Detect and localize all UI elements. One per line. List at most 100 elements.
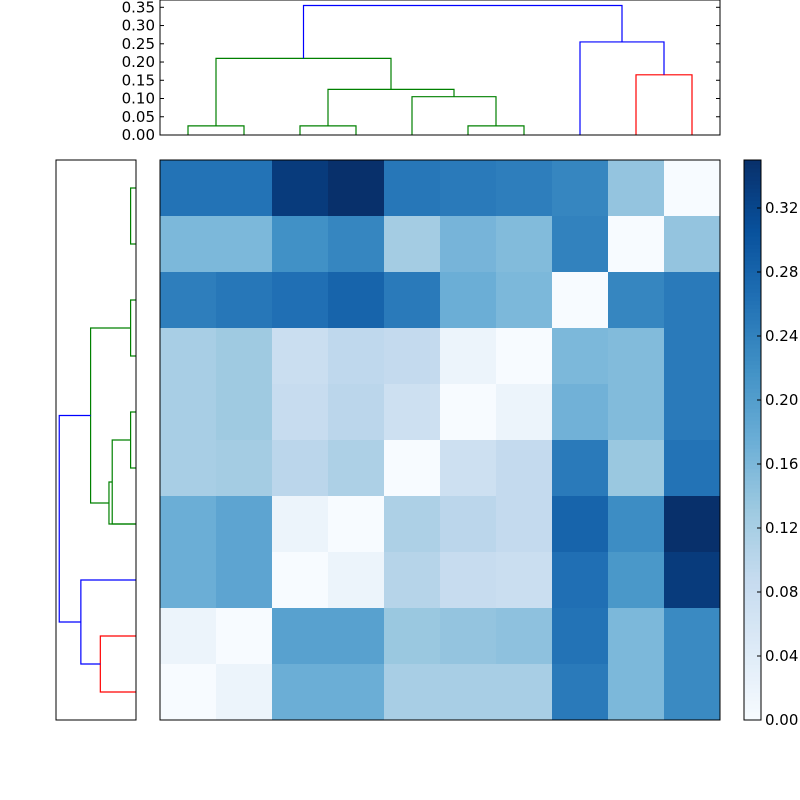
heatmap-cell (160, 440, 217, 497)
heatmap-cell (440, 328, 497, 385)
heatmap-cell (328, 272, 385, 329)
heatmap-cell (608, 216, 665, 273)
heatmap-cell (272, 552, 329, 609)
colorbar-tick-label: 0.12 (765, 519, 798, 537)
heatmap-cell (440, 552, 497, 609)
colorbar-segment (744, 624, 761, 629)
heatmap-cell (160, 272, 217, 329)
heatmap-cell (272, 216, 329, 273)
heatmap-cell (496, 272, 553, 329)
heatmap-matrix (159, 159, 721, 721)
heatmap-cell (328, 440, 385, 497)
top-dendrogram-link (327, 88, 455, 126)
colorbar-segment (744, 532, 761, 537)
colorbar-tick-label: 0.08 (765, 583, 798, 601)
heatmap-cell (272, 160, 329, 217)
colorbar-segment (744, 500, 761, 505)
heatmap-cell (664, 384, 721, 441)
heatmap-cell (664, 160, 721, 217)
top-dendrogram-link (635, 74, 693, 135)
top-dendrogram-tick-label: 0.30 (122, 17, 155, 35)
colorbar-segment (744, 288, 761, 293)
colorbar-segment (744, 292, 761, 297)
heatmap-cell (496, 440, 553, 497)
colorbar-segment (744, 212, 761, 217)
colorbar-segment (744, 492, 761, 497)
heatmap-cell (664, 440, 721, 497)
colorbar-segment (744, 680, 761, 685)
colorbar-segment (744, 576, 761, 581)
colorbar-segment (744, 436, 761, 441)
heatmap-cell (552, 328, 609, 385)
colorbar-tick-label: 0.28 (765, 263, 798, 281)
colorbar-segment (744, 332, 761, 337)
colorbar-segment (744, 672, 761, 677)
colorbar-segment (744, 524, 761, 529)
heatmap-cell (384, 664, 441, 721)
top-dendrogram-tick-label: 0.15 (122, 71, 155, 89)
colorbar-segment (744, 568, 761, 573)
colorbar-segment (744, 704, 761, 709)
colorbar-segment (744, 552, 761, 557)
colorbar-segment (744, 596, 761, 601)
colorbar-segment (744, 644, 761, 649)
heatmap-cell (272, 608, 329, 665)
colorbar-segment (744, 592, 761, 597)
heatmap-cell (440, 496, 497, 553)
heatmap-cell (384, 272, 441, 329)
heatmap-cell (328, 552, 385, 609)
heatmap-cell (328, 664, 385, 721)
top-dendrogram: 0.000.050.100.150.200.250.300.35 (122, 0, 721, 144)
colorbar-segment (744, 204, 761, 209)
left-dendrogram-link (99, 635, 136, 693)
colorbar-segment (744, 692, 761, 697)
left-dendrogram-link (129, 411, 136, 469)
colorbar-segment (744, 632, 761, 637)
colorbar-segment (744, 696, 761, 701)
top-dendrogram-link (302, 4, 623, 59)
colorbar-segment (744, 652, 761, 657)
heatmap-cell (552, 216, 609, 273)
colorbar-segment (744, 628, 761, 633)
heatmap-cell (608, 160, 665, 217)
top-dendrogram-tick-label: 0.00 (122, 126, 155, 144)
top-dendrogram-frame (159, 0, 721, 136)
colorbar-segment (744, 264, 761, 269)
colorbar-segment (744, 488, 761, 493)
colorbar-segment (744, 564, 761, 569)
colorbar-segment (744, 424, 761, 429)
colorbar-segment (744, 284, 761, 289)
colorbar-segment (744, 448, 761, 453)
colorbar-segment (744, 316, 761, 321)
colorbar-segment (744, 476, 761, 481)
top-dendrogram-link (215, 57, 392, 126)
colorbar-segment (744, 428, 761, 433)
heatmap-cell (272, 272, 329, 329)
heatmap-cell (552, 552, 609, 609)
heatmap-cell (608, 552, 665, 609)
colorbar-segment (744, 640, 761, 645)
top-dendrogram-link (411, 96, 497, 135)
colorbar-segment (744, 432, 761, 437)
heatmap-cell (496, 216, 553, 273)
colorbar-segment (744, 684, 761, 689)
colorbar-segment (744, 604, 761, 609)
heatmap-cell (272, 664, 329, 721)
heatmap-cell (160, 328, 217, 385)
heatmap-cell (160, 384, 217, 441)
heatmap-cell (328, 328, 385, 385)
colorbar-segment (744, 352, 761, 357)
colorbar-segment (744, 216, 761, 221)
heatmap-cell (664, 664, 721, 721)
colorbar-tick-label: 0.24 (765, 327, 798, 345)
colorbar-segment (744, 712, 761, 717)
top-dendrogram-tick-label: 0.25 (122, 35, 155, 53)
heatmap-cell (328, 216, 385, 273)
colorbar-segment (744, 308, 761, 313)
heatmap-cell (552, 440, 609, 497)
colorbar-segment (744, 520, 761, 525)
heatmap-cell (552, 160, 609, 217)
top-dendrogram-link (467, 125, 525, 135)
colorbar-segment (744, 180, 761, 185)
